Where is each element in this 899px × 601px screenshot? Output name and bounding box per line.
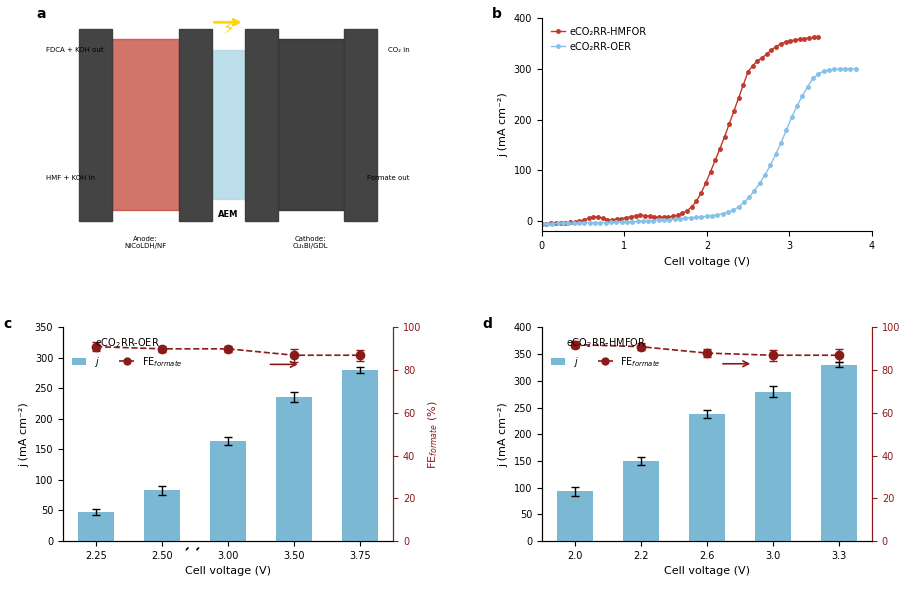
Y-axis label: j (mA cm⁻²): j (mA cm⁻²) — [19, 402, 29, 466]
Y-axis label: j (mA cm⁻²): j (mA cm⁻²) — [498, 93, 508, 157]
eCO₂RR-HMFOR — [537, 220, 547, 227]
eCO₂RR-HMFOR — [616, 215, 627, 222]
Legend: eCO₂RR-HMFOR, eCO₂RR-OER: eCO₂RR-HMFOR, eCO₂RR-OER — [547, 23, 651, 55]
Line: eCO₂RR-OER: eCO₂RR-OER — [540, 67, 858, 225]
Bar — [342, 370, 378, 541]
X-axis label: Cell voltage (V): Cell voltage (V) — [663, 257, 750, 267]
eCO₂RR-HMFOR — [630, 212, 641, 219]
Line: eCO₂RR-HMFOR: eCO₂RR-HMFOR — [540, 35, 820, 225]
eCO₂RR-HMFOR — [710, 156, 721, 163]
Bar — [556, 491, 593, 541]
Bar — [623, 461, 659, 541]
X-axis label: Cell voltage (V): Cell voltage (V) — [663, 566, 750, 576]
Bar — [78, 512, 114, 541]
eCO₂RR-OER — [590, 219, 601, 226]
Polygon shape — [245, 29, 278, 221]
eCO₂RR-OER — [637, 218, 648, 225]
eCO₂RR-OER — [734, 203, 744, 210]
Bar — [689, 414, 725, 541]
Polygon shape — [112, 40, 179, 210]
Text: CO₂ in: CO₂ in — [388, 47, 410, 53]
Bar — [755, 391, 791, 541]
Polygon shape — [343, 29, 377, 221]
eCO₂RR-HMFOR — [626, 213, 636, 220]
Bar — [209, 441, 246, 541]
Polygon shape — [79, 29, 112, 221]
Text: d: d — [483, 317, 493, 331]
Bar — [821, 365, 857, 541]
Text: Anode:
NiCoLDH/NF: Anode: NiCoLDH/NF — [124, 236, 166, 249]
Legend: $j$, FE$_{formate}$: $j$, FE$_{formate}$ — [67, 332, 186, 373]
Polygon shape — [278, 40, 343, 210]
eCO₂RR-OER — [616, 219, 627, 226]
eCO₂RR-OER — [850, 66, 861, 73]
Text: HMF + KOH in: HMF + KOH in — [47, 175, 95, 181]
eCO₂RR-HMFOR — [813, 33, 823, 40]
eCO₂RR-OER — [643, 217, 654, 224]
Text: b: b — [493, 7, 503, 22]
Bar — [276, 397, 312, 541]
eCO₂RR-OER — [627, 218, 637, 225]
Text: FDCA + KOH out: FDCA + KOH out — [47, 47, 104, 53]
eCO₂RR-OER — [537, 220, 547, 227]
Text: ⚡: ⚡ — [222, 20, 234, 38]
Polygon shape — [179, 29, 211, 221]
Text: AEM: AEM — [218, 210, 238, 219]
Text: Formate out: Formate out — [367, 175, 410, 181]
eCO₂RR-OER — [834, 66, 845, 73]
eCO₂RR-HMFOR — [583, 215, 594, 222]
Text: a: a — [37, 7, 46, 22]
X-axis label: Cell voltage (V): Cell voltage (V) — [185, 566, 271, 576]
eCO₂RR-HMFOR — [607, 216, 618, 224]
Bar — [144, 490, 180, 541]
Text: c: c — [4, 317, 12, 331]
Y-axis label: FE$_{formate}$ (%): FE$_{formate}$ (%) — [427, 400, 441, 469]
Polygon shape — [211, 50, 245, 200]
Text: Cathode:
Cu₁Bi/GDL: Cathode: Cu₁Bi/GDL — [293, 236, 328, 249]
Legend: $j$, FE$_{formate}$: $j$, FE$_{formate}$ — [547, 332, 665, 373]
Y-axis label: j (mA cm⁻²): j (mA cm⁻²) — [498, 402, 508, 466]
